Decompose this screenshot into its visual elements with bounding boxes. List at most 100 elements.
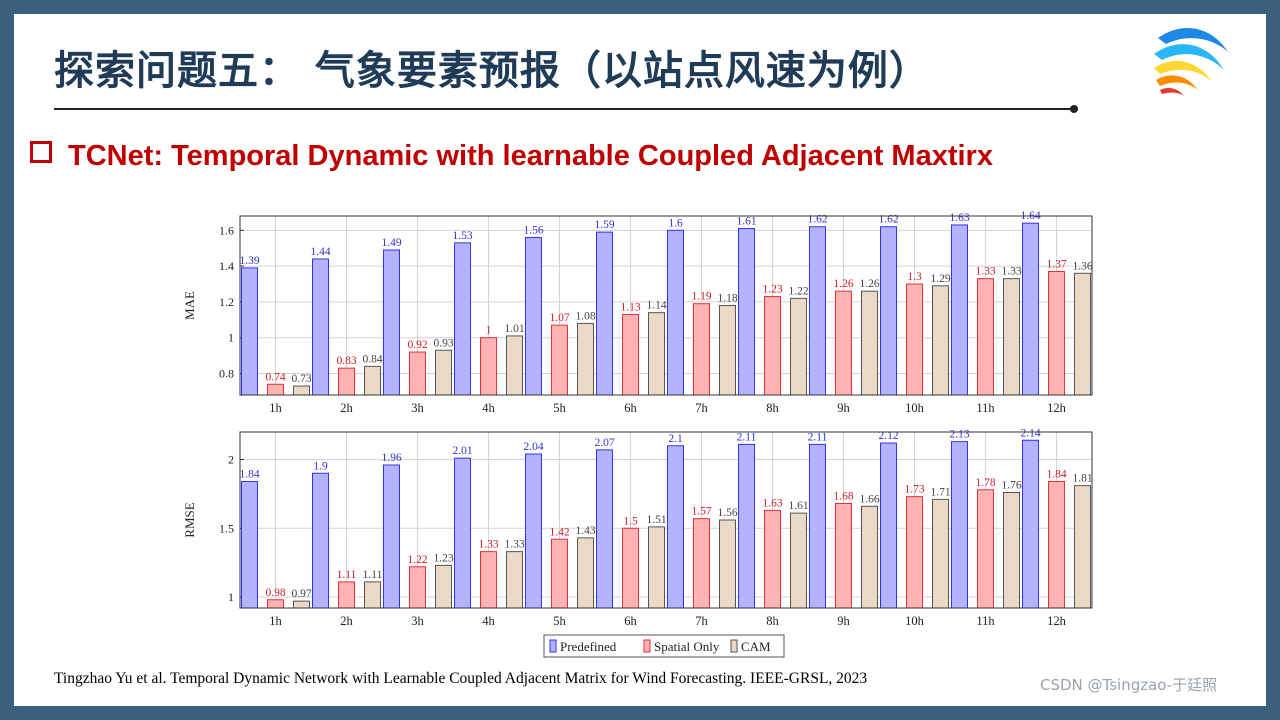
data-label: 1.33	[504, 539, 524, 551]
bar-cam	[790, 297, 807, 396]
data-label: 1.22	[407, 554, 427, 566]
data-label: 2.12	[878, 430, 898, 442]
data-label: 1.6	[668, 217, 683, 229]
data-label: 0.93	[433, 337, 453, 349]
bar-predefined	[312, 472, 329, 609]
y-axis-label: MAE	[182, 291, 197, 320]
bar-spatial-only	[409, 566, 426, 609]
data-label: 1.22	[788, 285, 808, 297]
plot-frame	[239, 215, 1093, 396]
data-label: 1.07	[549, 312, 569, 324]
data-label: 1.18	[717, 293, 737, 305]
y-tick-label: 2	[228, 453, 234, 467]
data-label: 1.73	[904, 484, 924, 496]
bar-spatial-only	[906, 496, 923, 609]
bar-spatial-only	[622, 527, 639, 609]
x-tick-label: 12h	[1047, 401, 1067, 415]
bar-predefined	[809, 226, 826, 396]
data-label: 0.74	[265, 371, 285, 383]
bar-cam	[435, 564, 452, 609]
title-divider	[54, 108, 1072, 110]
data-label: 1.56	[717, 507, 737, 519]
legend-label: Spatial Only	[654, 639, 720, 654]
bar-spatial-only	[835, 503, 852, 609]
data-label: 2.11	[737, 431, 757, 443]
x-tick-label: 7h	[695, 401, 708, 415]
chart-legend: Predefined Spatial Only CAM	[543, 634, 785, 658]
x-tick-label: 7h	[695, 614, 708, 628]
bar-predefined	[667, 445, 684, 609]
x-tick-label: 2h	[340, 401, 353, 415]
x-tick-label: 9h	[837, 614, 850, 628]
x-tick-label: 6h	[624, 401, 637, 415]
bar-cam	[790, 512, 807, 609]
legend-label: CAM	[741, 639, 771, 654]
legend-label: Predefined	[560, 639, 617, 654]
data-label: 1.33	[478, 539, 498, 551]
bar-spatial-only	[338, 367, 355, 396]
rmse-chart: 1 1.5 2 1.84 1.9 1.96 2.01 2.04 2.07 2.1 2.11 2.11 2…	[182, 427, 1093, 658]
data-label: 1.29	[930, 273, 950, 285]
data-label: 1.68	[833, 491, 853, 503]
bar-cam	[364, 365, 381, 396]
data-label: 1.84	[1046, 469, 1066, 481]
bar-spatial-only	[693, 518, 710, 609]
bar-cam	[648, 312, 665, 396]
data-label: 1.26	[859, 278, 879, 290]
x-tick-label: 11h	[976, 614, 995, 628]
x-tick-label: 8h	[766, 401, 779, 415]
x-tick-label: 4h	[482, 614, 495, 628]
slide-title: 探索问题五： 气象要素预报（以站点风速为例）	[54, 48, 930, 94]
data-label: 1.14	[646, 300, 666, 312]
x-tick-label: 12h	[1047, 614, 1067, 628]
data-label: 2.14	[1020, 427, 1040, 439]
data-label: 1.9	[313, 460, 328, 472]
bar-predefined	[241, 481, 258, 609]
data-label: 1.49	[381, 237, 401, 249]
section-bullet: TCNet: Temporal Dynamic with learnable C…	[30, 140, 993, 173]
bar-cam	[932, 285, 949, 396]
data-label: 1.66	[859, 493, 879, 505]
bar-predefined	[880, 226, 897, 396]
bar-predefined	[951, 441, 968, 609]
data-label: 1.81	[1072, 473, 1092, 485]
x-tick-label: 8h	[766, 614, 779, 628]
data-label: 1.63	[762, 497, 782, 509]
bar-spatial-only	[480, 551, 497, 609]
data-label: 1.61	[736, 216, 756, 228]
bar-cam	[364, 581, 381, 609]
bar-predefined	[738, 228, 755, 396]
bar-spatial-only	[835, 290, 852, 396]
data-label: 2.01	[452, 445, 472, 457]
x-tick-label: 3h	[411, 614, 424, 628]
y-tick-label: 1.2	[219, 295, 234, 309]
data-label: 1.01	[504, 323, 524, 335]
x-tick-label: 10h	[905, 401, 925, 415]
data-label: 2.07	[594, 437, 614, 449]
section-bullet-text: TCNet: Temporal Dynamic with learnable C…	[68, 140, 993, 172]
data-label: 1.33	[975, 266, 995, 278]
bar-cam	[1003, 492, 1020, 609]
x-tick-label: 6h	[624, 614, 637, 628]
bar-predefined	[1022, 222, 1039, 396]
x-tick-label: 1h	[269, 614, 282, 628]
data-label: 1.44	[310, 246, 330, 258]
x-tick-label: 5h	[553, 614, 566, 628]
bar-cam	[293, 385, 310, 396]
bar-cam	[861, 290, 878, 396]
bar-predefined	[383, 249, 400, 396]
bar-cam	[648, 526, 665, 609]
bar-predefined	[880, 442, 897, 609]
bar-predefined	[809, 443, 826, 609]
bar-cam	[506, 551, 523, 609]
data-label: 1.37	[1046, 258, 1066, 270]
data-label: 1.84	[239, 469, 259, 481]
data-label: 1.61	[788, 500, 808, 512]
bar-predefined	[596, 449, 613, 609]
data-label: 1.39	[239, 255, 259, 267]
data-label: 1.33	[1001, 266, 1021, 278]
data-label: 1.62	[878, 214, 898, 226]
data-label: 0.83	[336, 355, 356, 367]
bar-spatial-only	[906, 283, 923, 396]
data-label: 1.43	[575, 525, 595, 537]
